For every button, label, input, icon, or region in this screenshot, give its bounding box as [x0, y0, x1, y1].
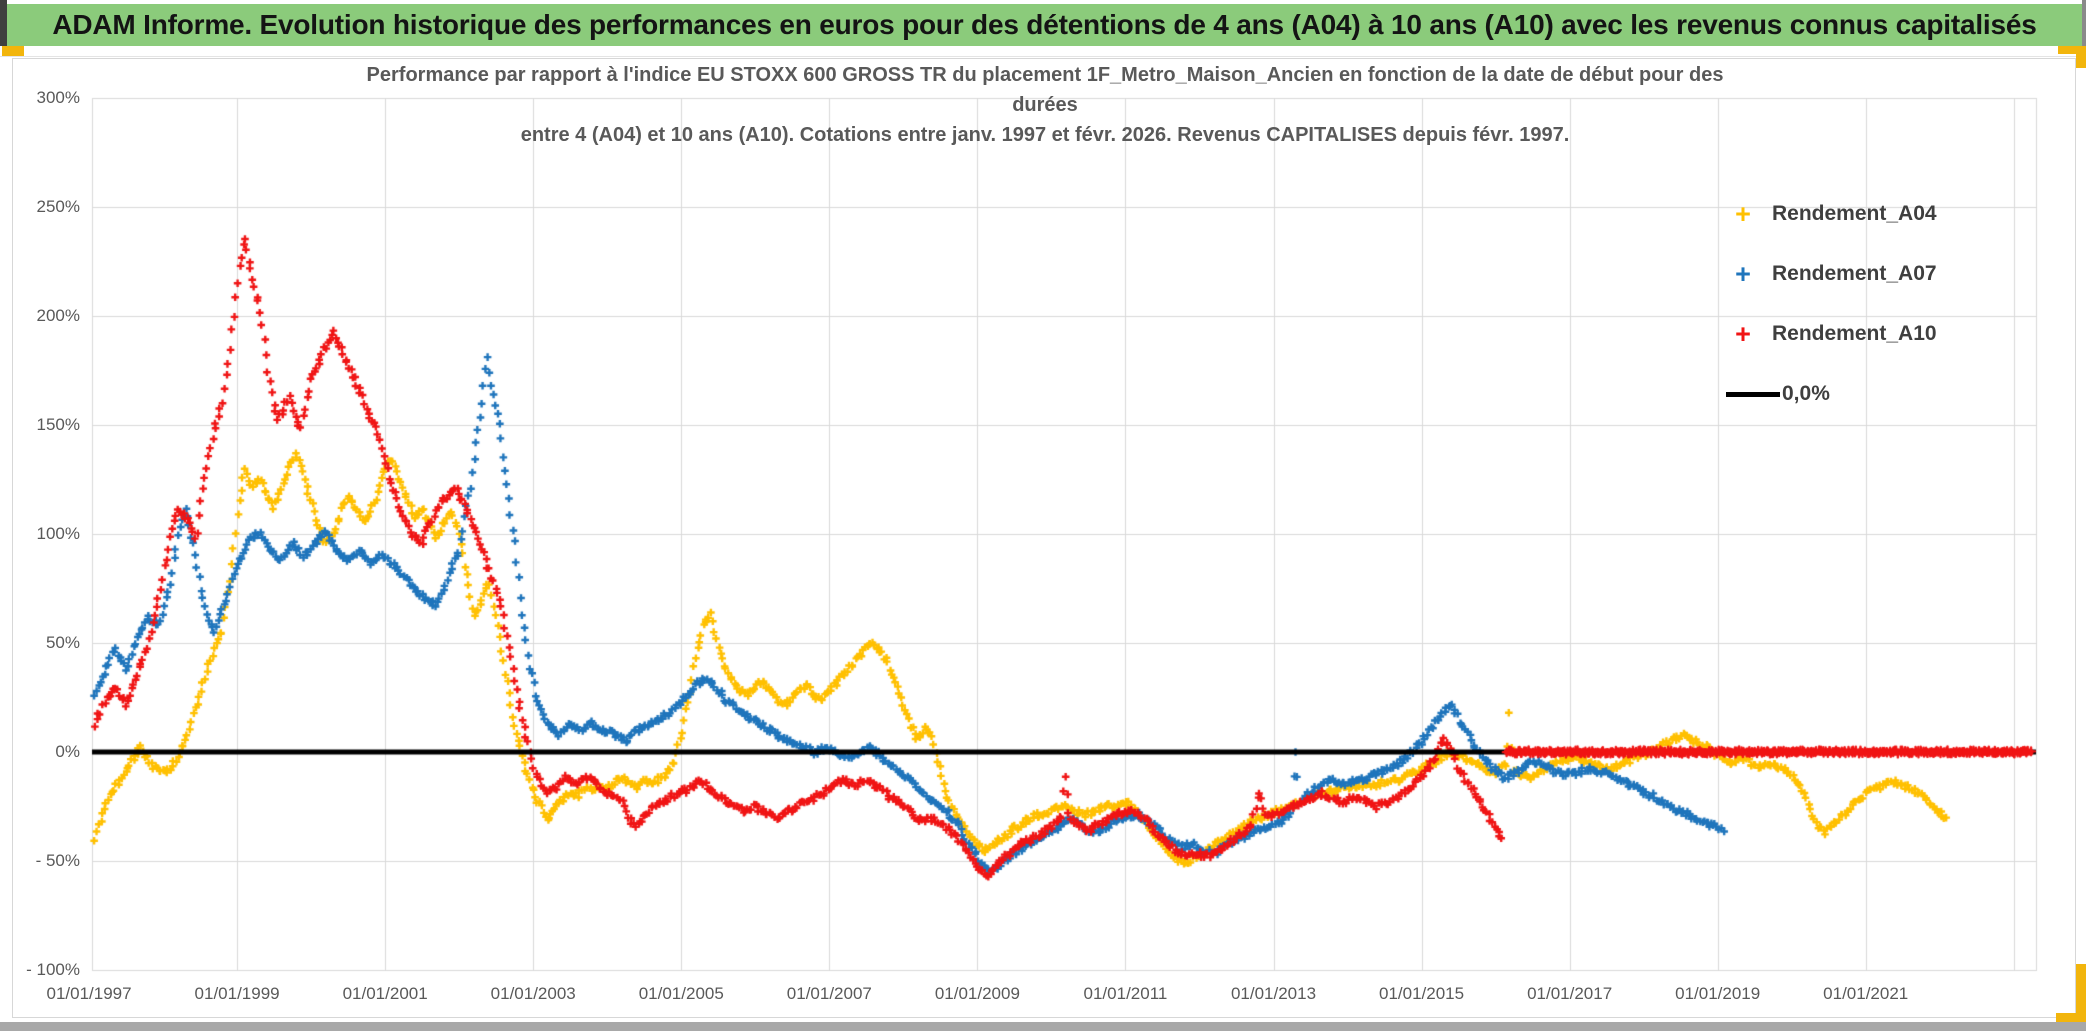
legend-item-zero-line[interactable]: 0,0% [1726, 364, 2056, 424]
x-tick-label: 01/01/2001 [342, 984, 428, 1003]
window-edge-left [0, 0, 7, 46]
y-axis-tick-labels: 300% 250% 200% 150% 100% 50% 0% - 50% - 100% [0, 0, 84, 1031]
chart-title-line-3: entre 4 (A04) et 10 ans (A10). Cotations… [520, 124, 1570, 146]
y-tick-label: 150% [36, 415, 80, 434]
x-tick-label: 01/01/2019 [1675, 984, 1761, 1003]
legend-label: Rendement_A07 [1772, 262, 1937, 285]
y-tick-label: 0% [55, 742, 80, 761]
x-tick-label: 01/01/1997 [46, 984, 132, 1003]
x-tick-label: 01/01/2011 [1083, 984, 1168, 1003]
chart-title: Performance par rapport à l'indice EU ST… [150, 60, 1940, 150]
x-tick-label: 01/01/1999 [194, 984, 280, 1003]
x-tick-label: 01/01/2013 [1230, 984, 1317, 1003]
x-tick-label: 01/01/2017 [1527, 984, 1613, 1003]
legend-label: Rendement_A10 [1772, 322, 1937, 345]
y-tick-label: 100% [36, 524, 80, 543]
legend-label: Rendement_A04 [1772, 202, 1937, 225]
x-tick-label: 01/01/2005 [638, 984, 724, 1003]
y-tick-label: 200% [36, 306, 80, 325]
legend-item-rendement_a07[interactable]: + Rendement_A07 [1726, 244, 2056, 304]
legend-item-rendement_a04[interactable]: + Rendement_A04 [1726, 184, 2056, 244]
x-tick-label: 01/01/2021 [1823, 984, 1909, 1003]
cell-accent-bottom-left-of-banner [2, 46, 24, 56]
y-tick-label: 250% [36, 197, 80, 216]
legend-line-swatch [1726, 391, 1780, 397]
y-tick-label: 300% [36, 88, 80, 107]
legend-item-rendement_a10[interactable]: + Rendement_A10 [1726, 304, 2056, 364]
cell-accent-bottom-right-v [2076, 964, 2086, 1022]
x-tick-label: 01/01/2003 [490, 984, 576, 1003]
y-tick-label: - 100% [26, 960, 80, 979]
x-tick-label: 01/01/2015 [1379, 984, 1465, 1003]
x-tick-label: 01/01/2007 [786, 984, 872, 1003]
banner-title: ADAM Informe. Evolution historique des p… [7, 4, 2082, 46]
cell-accent-bottom-right-h [2056, 1013, 2086, 1022]
y-tick-label: 50% [45, 633, 80, 652]
chart-title-line-1: Performance par rapport à l'indice EU ST… [366, 64, 1724, 86]
plus-marker-icon: + [1735, 198, 1751, 229]
legend-label: 0,0% [1782, 382, 1830, 405]
window-edge-right [2082, 0, 2086, 46]
x-tick-label: 01/01/2009 [934, 984, 1020, 1003]
plus-marker-icon: + [1735, 318, 1751, 349]
cell-accent-top-right-v [2076, 46, 2086, 68]
chart-legend: + Rendement_A04 + Rendement_A07 + Rendement_A… [1726, 184, 2056, 424]
plus-marker-icon: + [1735, 258, 1751, 289]
chart-title-line-2: durées [1012, 94, 1078, 116]
status-strip [0, 1022, 2086, 1031]
cell-accent-top-right-h [2058, 46, 2086, 54]
y-tick-label: - 50% [35, 851, 80, 870]
